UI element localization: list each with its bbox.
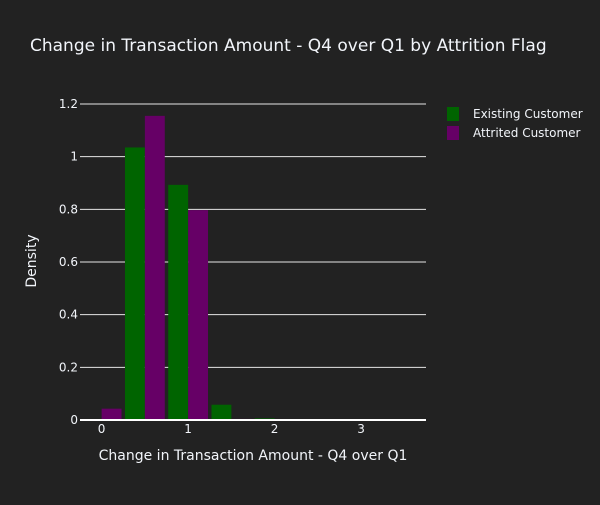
y-tick-label: 0 — [70, 413, 78, 427]
legend-swatch[interactable] — [447, 107, 459, 121]
y-tick-label: 1 — [70, 150, 78, 164]
histogram-bar[interactable] — [211, 405, 231, 420]
x-axis-title: Change in Transaction Amount - Q4 over Q… — [99, 448, 408, 464]
legend-label[interactable]: Existing Customer — [473, 107, 583, 121]
x-tick-label: 0 — [98, 422, 106, 436]
histogram-bar[interactable] — [145, 116, 165, 420]
y-tick-label: 0.6 — [59, 255, 78, 269]
x-tick-label: 1 — [184, 422, 192, 436]
y-tick-label: 0.2 — [59, 360, 78, 374]
y-tick-label: 0.4 — [59, 308, 78, 322]
y-tick-label: 0.8 — [59, 202, 78, 216]
x-tick-label: 3 — [357, 422, 365, 436]
x-tick-label: 2 — [271, 422, 279, 436]
histogram-bar[interactable] — [188, 210, 208, 420]
histogram-bar[interactable] — [102, 409, 122, 420]
y-tick-label: 1.2 — [59, 97, 78, 111]
histogram-bar[interactable] — [125, 147, 145, 420]
legend-label[interactable]: Attrited Customer — [473, 126, 581, 140]
legend[interactable]: Existing Customer Attrited Customer — [447, 107, 583, 140]
y-axis-title: Density — [24, 234, 40, 287]
histogram-bar[interactable] — [168, 185, 188, 420]
legend-swatch[interactable] — [447, 126, 459, 140]
x-axis-ticks: 0 1 2 3 — [98, 422, 365, 436]
bars — [80, 116, 426, 420]
chart-title: Change in Transaction Amount - Q4 over Q… — [30, 36, 547, 56]
y-axis-ticks: 0 0.2 0.4 0.6 0.8 1 1.2 — [59, 97, 78, 427]
